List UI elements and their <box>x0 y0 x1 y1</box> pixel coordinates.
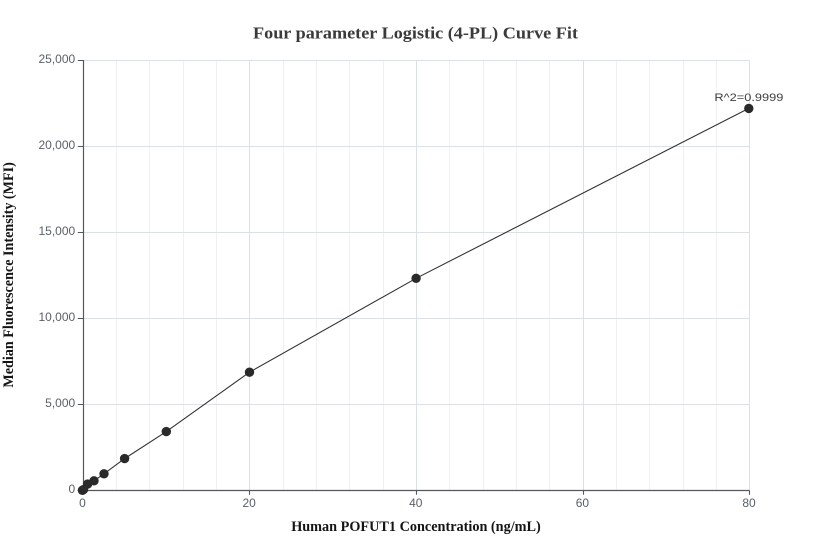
svg-text:0: 0 <box>79 496 86 510</box>
svg-text:20,000: 20,000 <box>38 138 75 152</box>
svg-text:60: 60 <box>576 496 590 510</box>
svg-text:Median Fluorescence Intensity: Median Fluorescence Intensity (MFI) <box>1 162 17 387</box>
svg-text:20: 20 <box>242 496 256 510</box>
svg-text:10,000: 10,000 <box>38 310 75 324</box>
svg-text:Four parameter Logistic (4-PL): Four parameter Logistic (4-PL) Curve Fit <box>253 24 578 43</box>
svg-text:15,000: 15,000 <box>38 224 75 238</box>
svg-text:25,000: 25,000 <box>38 52 75 66</box>
svg-text:Human POFUT1 Concentration (ng: Human POFUT1 Concentration (ng/mL) <box>291 519 541 535</box>
svg-text:5,000: 5,000 <box>45 396 75 410</box>
svg-text:0: 0 <box>69 482 76 496</box>
svg-text:40: 40 <box>409 496 423 510</box>
svg-text:80: 80 <box>742 496 756 510</box>
svg-text:R^2=0.9999: R^2=0.9999 <box>714 92 783 104</box>
